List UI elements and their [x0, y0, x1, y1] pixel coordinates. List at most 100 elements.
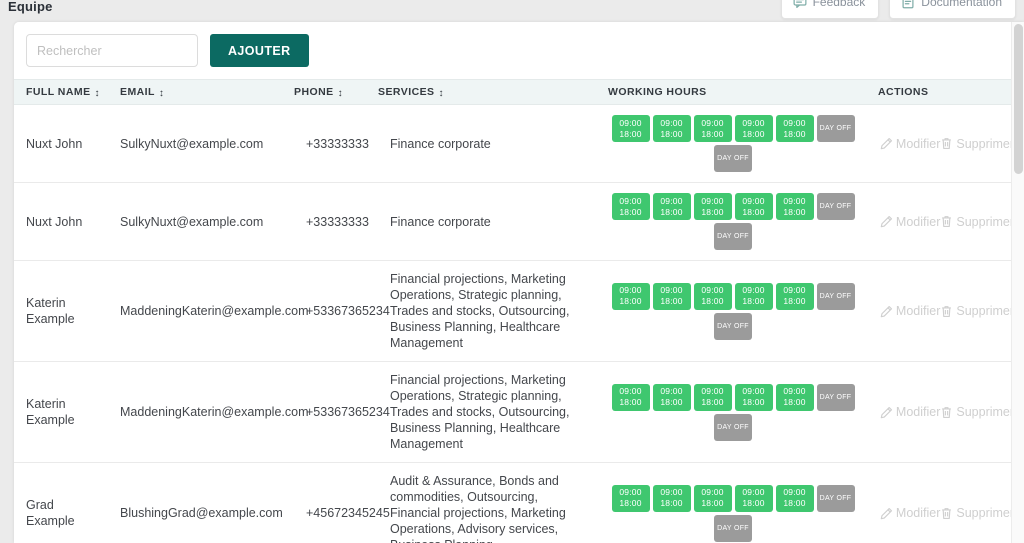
column-header-full-name-label: FULL NAME	[26, 86, 91, 98]
working-hours-badge[interactable]: 09:00 18:00	[775, 115, 814, 142]
add-button[interactable]: AJOUTER	[210, 34, 309, 67]
vertical-scrollbar[interactable]	[1011, 22, 1024, 543]
pencil-icon	[880, 137, 893, 150]
hours-end: 18:00	[701, 128, 724, 139]
edit-button[interactable]: Modifier	[880, 404, 940, 420]
day-off-badge[interactable]: DAY OFF	[714, 145, 752, 172]
day-off-badge[interactable]: DAY OFF	[816, 484, 855, 512]
cell-full-name: Grad Example	[14, 462, 108, 543]
feedback-icon	[793, 0, 807, 9]
cell-phone: +33333333	[294, 182, 378, 261]
cell-actions: Modifier Supprimer	[866, 361, 1024, 463]
delete-button[interactable]: Supprimer	[940, 214, 1014, 230]
hours-end: 18:00	[619, 397, 642, 407]
feedback-button[interactable]: Feedback	[780, 0, 880, 19]
day-off-badge[interactable]: DAY OFF	[714, 312, 752, 340]
hours-end: 18:00	[742, 128, 765, 139]
day-off-badge[interactable]: DAY OFF	[714, 413, 752, 441]
working-hours-badge[interactable]: 09:00 18:00	[652, 383, 691, 411]
hours-end: 18:00	[783, 206, 806, 217]
column-header-phone[interactable]: PHONE ↕	[294, 79, 378, 105]
search-input[interactable]	[26, 34, 198, 67]
working-hours-list: 09:00 18:00 09:00 18:00 09:00 18:00 09:0…	[608, 282, 858, 340]
working-hours-badge[interactable]: 09:00 18:00	[652, 484, 691, 512]
column-header-email[interactable]: EMAIL ↕	[108, 79, 294, 105]
trash-icon	[940, 137, 953, 150]
hours-start: 09:00	[619, 117, 642, 128]
delete-button[interactable]: Supprimer	[940, 303, 1014, 319]
working-hours-badge[interactable]: 09:00 18:00	[652, 282, 691, 310]
column-header-services[interactable]: SERVICES ↕	[378, 79, 596, 105]
working-hours-list: 09:00 18:00 09:00 18:00 09:00 18:00 09:0…	[608, 115, 858, 172]
edit-button[interactable]: Modifier	[880, 303, 940, 319]
working-hours-badge[interactable]: 09:00 18:00	[611, 383, 650, 411]
working-hours-badge[interactable]: 09:00 18:00	[775, 484, 814, 512]
hours-end: 18:00	[660, 498, 683, 508]
edit-button[interactable]: Modifier	[880, 214, 940, 230]
working-hours-badge[interactable]: 09:00 18:00	[611, 484, 650, 512]
cell-working-hours: 09:00 18:00 09:00 18:00 09:00 18:00 09:0…	[596, 182, 866, 261]
table-row: Katerin Example MaddeningKaterin@example…	[14, 260, 1024, 362]
working-hours-badge[interactable]: 09:00 18:00	[734, 115, 773, 142]
working-hours-list: 09:00 18:00 09:00 18:00 09:00 18:00 09:0…	[608, 383, 858, 441]
page-title: Equipe	[8, 0, 53, 14]
documentation-button[interactable]: Documentation	[889, 0, 1016, 19]
working-hours-badge[interactable]: 09:00 18:00	[693, 282, 732, 310]
day-off-badge[interactable]: DAY OFF	[714, 223, 752, 250]
sort-updown-icon[interactable]: ↕	[337, 88, 344, 99]
sort-updown-icon[interactable]: ↕	[94, 88, 100, 99]
day-off-badge[interactable]: DAY OFF	[816, 115, 855, 142]
working-hours-badge[interactable]: 09:00 18:00	[775, 383, 814, 411]
sort-updown-icon[interactable]: ↕	[158, 88, 165, 99]
hours-end: 18:00	[742, 498, 765, 508]
edit-button[interactable]: Modifier	[880, 136, 940, 152]
team-card: AJOUTER FULL NAME↕ EMAIL↕ PHONE↕	[14, 22, 1024, 543]
working-hours-badge[interactable]: 09:00 18:00	[775, 193, 814, 220]
day-off-label: DAY OFF	[717, 524, 749, 532]
cell-actions: Modifier Supprimer	[866, 260, 1024, 362]
hours-end: 18:00	[701, 206, 724, 217]
documentation-label: Documentation	[921, 0, 1002, 9]
working-hours-badge[interactable]: 09:00 18:00	[652, 193, 691, 220]
hours-end: 18:00	[660, 128, 683, 139]
delete-button[interactable]: Supprimer	[940, 505, 1014, 521]
working-hours-badge[interactable]: 09:00 18:00	[611, 115, 650, 142]
edit-button[interactable]: Modifier	[880, 505, 940, 521]
hours-start: 09:00	[783, 117, 806, 128]
scrollbar-thumb[interactable]	[1014, 24, 1023, 174]
cell-services: Audit & Assurance, Bonds and commodities…	[378, 462, 596, 543]
working-hours-badge[interactable]: 09:00 18:00	[734, 193, 773, 220]
delete-button[interactable]: Supprimer	[940, 404, 1014, 420]
working-hours-badge[interactable]: 09:00 18:00	[734, 282, 773, 310]
row-actions: Modifier Supprimer	[878, 404, 1016, 420]
sort-updown-icon[interactable]: ↕	[438, 88, 444, 99]
day-off-badge[interactable]: DAY OFF	[816, 383, 855, 411]
column-header-services-label: SERVICES	[378, 86, 435, 98]
working-hours-badge[interactable]: 09:00 18:00	[693, 115, 732, 142]
hours-end: 18:00	[783, 498, 806, 508]
day-off-badge[interactable]: DAY OFF	[714, 514, 752, 542]
working-hours-badge[interactable]: 09:00 18:00	[693, 383, 732, 411]
pencil-icon	[880, 215, 893, 228]
working-hours-badge[interactable]: 09:00 18:00	[693, 484, 732, 512]
day-off-badge[interactable]: DAY OFF	[816, 282, 855, 310]
cell-full-name: Katerin Example	[14, 361, 108, 463]
day-off-label: DAY OFF	[819, 393, 852, 401]
working-hours-badge[interactable]: 09:00 18:00	[734, 484, 773, 512]
working-hours-badge[interactable]: 09:00 18:00	[734, 383, 773, 411]
cell-email: BlushingGrad@example.com	[108, 462, 294, 543]
cell-working-hours: 09:00 18:00 09:00 18:00 09:00 18:00 09:0…	[596, 260, 866, 362]
column-header-full-name[interactable]: FULL NAME ↕	[14, 79, 108, 105]
delete-button[interactable]: Supprimer	[940, 136, 1014, 152]
working-hours-badge[interactable]: 09:00 18:00	[611, 282, 650, 310]
hours-end: 18:00	[660, 206, 683, 217]
team-table: FULL NAME ↕ EMAIL ↕ PHONE ↕ SERVICES ↕ WORKI…	[14, 79, 1024, 543]
delete-label: Supprimer	[956, 506, 1015, 520]
hours-start: 09:00	[660, 386, 683, 396]
working-hours-badge[interactable]: 09:00 18:00	[611, 193, 650, 220]
working-hours-badge[interactable]: 09:00 18:00	[693, 193, 732, 220]
day-off-label: DAY OFF	[819, 292, 852, 300]
working-hours-badge[interactable]: 09:00 18:00	[652, 115, 691, 142]
day-off-badge[interactable]: DAY OFF	[816, 193, 855, 220]
working-hours-badge[interactable]: 09:00 18:00	[775, 282, 814, 310]
